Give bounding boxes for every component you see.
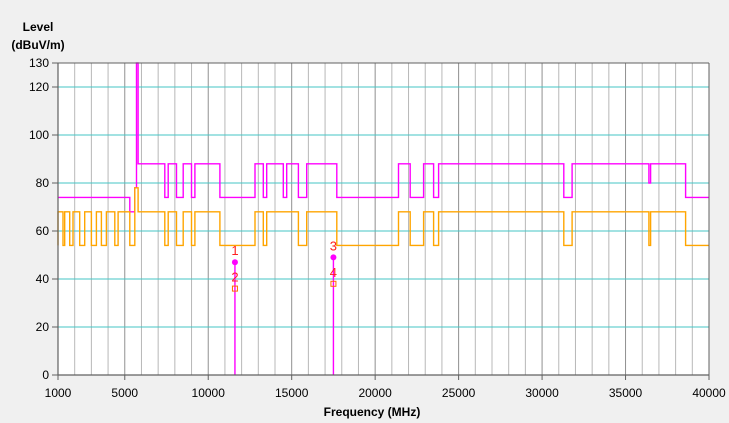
series-layer: [57, 62, 709, 375]
y-tick-label: 60: [36, 224, 50, 238]
x-tick-label: 5000: [111, 386, 138, 400]
vertical-gridlines: [74, 63, 693, 375]
x-tick-label: 10000: [192, 386, 226, 400]
y-tick-label: 80: [36, 176, 50, 190]
x-tick-label: 15000: [275, 386, 309, 400]
x-tick-label: 40000: [692, 386, 726, 400]
y-tick-label: 0: [42, 368, 49, 382]
plot-area: [58, 63, 709, 375]
marker-layer: 1 2 3 4: [231, 238, 337, 292]
marker-label-3: 3: [330, 238, 337, 253]
x-axis-title: Frequency (MHz): [324, 405, 421, 419]
marker-label-1: 1: [231, 243, 238, 258]
x-tick-label: 1000: [45, 386, 72, 400]
y-tick-label: 100: [29, 128, 49, 142]
y-axis-title-line1: Level: [23, 20, 54, 34]
marker-point-1: [231, 259, 238, 266]
axes-layer: 0 20 40 60 80 100 120 130 1000 5000 10000 15000 2000…: [29, 56, 726, 400]
x-tick-label: 20000: [358, 386, 392, 400]
marker-label-4: 4: [330, 265, 337, 280]
x-tick-label: 30000: [525, 386, 559, 400]
y-tick-label: 40: [36, 272, 50, 286]
y-tick-label: 120: [29, 80, 49, 94]
marker-point-4: [330, 280, 337, 287]
y-tick-label: 130: [29, 56, 49, 70]
series-line-1: [58, 62, 709, 213]
series-line-2: [57, 187, 709, 247]
marker-point-3: [330, 254, 337, 261]
marker-point-2: [231, 285, 238, 292]
marker-label-2: 2: [231, 270, 238, 285]
x-tick-label: 25000: [442, 386, 476, 400]
y-tick-label: 20: [36, 320, 50, 334]
horizontal-gridlines: [58, 86, 709, 328]
x-tick-label: 35000: [609, 386, 643, 400]
y-axis-title-line2: (dBuV/m): [11, 38, 64, 52]
